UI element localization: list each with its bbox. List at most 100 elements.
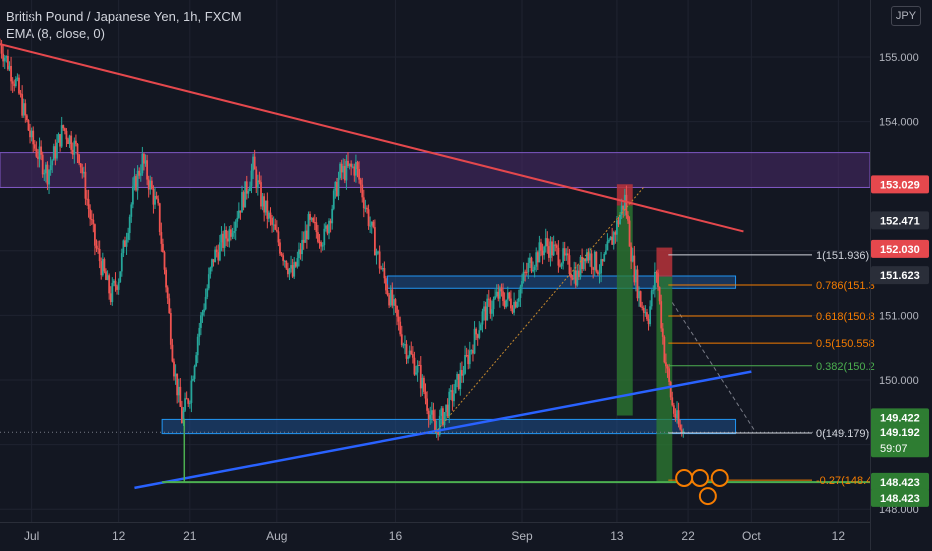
candle-body bbox=[119, 271, 122, 283]
candle-body bbox=[196, 336, 199, 356]
candle-body bbox=[317, 232, 319, 242]
candle-body bbox=[437, 429, 440, 435]
candle-body bbox=[478, 330, 481, 338]
candle-body bbox=[11, 81, 14, 84]
time-axis[interactable] bbox=[0, 522, 870, 551]
candle-body bbox=[177, 386, 180, 396]
candle-body bbox=[168, 298, 171, 314]
candle-body bbox=[157, 198, 160, 204]
candle-body bbox=[24, 103, 27, 116]
candle-body bbox=[655, 272, 658, 274]
currency-button[interactable]: JPY bbox=[891, 6, 921, 26]
candle-body bbox=[661, 328, 664, 337]
candle-body bbox=[282, 255, 285, 261]
fib-level-label: 0(149.179) bbox=[816, 428, 869, 440]
candle-body bbox=[486, 298, 489, 321]
candle-body bbox=[491, 309, 493, 314]
candle-body bbox=[127, 233, 130, 240]
candle-body bbox=[440, 408, 443, 416]
candle-body bbox=[258, 180, 261, 183]
candle-body bbox=[381, 268, 384, 270]
candle-body bbox=[350, 163, 353, 167]
candle-body bbox=[429, 414, 432, 420]
candle-body bbox=[296, 258, 299, 267]
price-axis[interactable] bbox=[870, 0, 932, 550]
price-tick-label: 154.000 bbox=[879, 117, 919, 129]
candle-body bbox=[228, 229, 231, 242]
candle-body bbox=[313, 222, 316, 224]
candle-body bbox=[112, 280, 115, 283]
candle-body bbox=[79, 163, 82, 168]
candle-body bbox=[299, 249, 302, 255]
candle-body bbox=[215, 249, 218, 253]
time-tick-label: 22 bbox=[681, 529, 695, 543]
candle-body bbox=[71, 149, 74, 155]
candle-body bbox=[309, 214, 311, 220]
candle-body bbox=[571, 277, 574, 280]
candle-body bbox=[100, 261, 103, 276]
candle-body bbox=[566, 253, 569, 256]
candle-body bbox=[619, 214, 621, 225]
candle-body bbox=[627, 215, 629, 221]
candle-body bbox=[628, 220, 631, 247]
candle-body bbox=[109, 293, 112, 303]
candle-body bbox=[204, 296, 207, 310]
candle-body bbox=[241, 192, 243, 213]
candle-body bbox=[138, 170, 141, 176]
candle-body bbox=[347, 160, 349, 167]
price-label-box bbox=[871, 175, 929, 194]
candle-body bbox=[522, 271, 525, 282]
candle-body bbox=[250, 170, 253, 187]
time-tick-label: 12 bbox=[112, 529, 126, 543]
candle-body bbox=[133, 176, 136, 187]
candle-body bbox=[89, 209, 92, 220]
candle-body bbox=[364, 207, 367, 209]
candle-body bbox=[481, 311, 484, 325]
candle-body bbox=[290, 265, 292, 269]
candle-body bbox=[533, 266, 536, 270]
candle-body bbox=[657, 273, 659, 288]
resistance-zone bbox=[0, 152, 871, 188]
candle-body bbox=[465, 355, 468, 357]
candle-body bbox=[122, 240, 125, 254]
candle-body bbox=[498, 287, 501, 299]
candle-body bbox=[378, 251, 381, 269]
candle-body bbox=[351, 166, 354, 168]
candle-body bbox=[337, 177, 340, 196]
candle-body bbox=[546, 238, 549, 247]
candle-body bbox=[19, 93, 22, 95]
candle-body bbox=[92, 219, 95, 225]
candle-body bbox=[163, 252, 166, 270]
candle-body bbox=[538, 242, 541, 263]
candle-body bbox=[30, 130, 33, 138]
candle-body bbox=[231, 232, 234, 237]
candle-body bbox=[70, 135, 73, 150]
candle-body bbox=[419, 364, 422, 389]
candle-body bbox=[146, 160, 149, 180]
candle-body bbox=[3, 57, 6, 62]
candle-body bbox=[49, 165, 52, 171]
take-profit-box bbox=[616, 205, 633, 416]
candle-body bbox=[329, 220, 332, 224]
candle-body bbox=[560, 263, 563, 267]
candle-body bbox=[59, 134, 62, 147]
candle-body bbox=[184, 398, 186, 411]
chart-legend: British Pound / Japanese Yen, 1h, FXCM E… bbox=[6, 8, 242, 42]
candle-body bbox=[274, 224, 277, 230]
candle-body bbox=[612, 232, 615, 245]
candle-body bbox=[460, 370, 463, 376]
candle-body bbox=[396, 306, 398, 317]
flag-icon bbox=[698, 487, 717, 506]
candle-body bbox=[604, 250, 607, 254]
candle-body bbox=[380, 268, 383, 270]
candle-body bbox=[181, 406, 183, 424]
time-tick-label: 21 bbox=[183, 529, 197, 543]
candle-body bbox=[162, 243, 164, 253]
candle-body bbox=[7, 56, 9, 70]
candle-body bbox=[430, 410, 433, 415]
price-label-box bbox=[871, 488, 929, 507]
candle-body bbox=[206, 288, 209, 297]
candle-body bbox=[128, 216, 131, 234]
candle-body bbox=[32, 130, 35, 145]
